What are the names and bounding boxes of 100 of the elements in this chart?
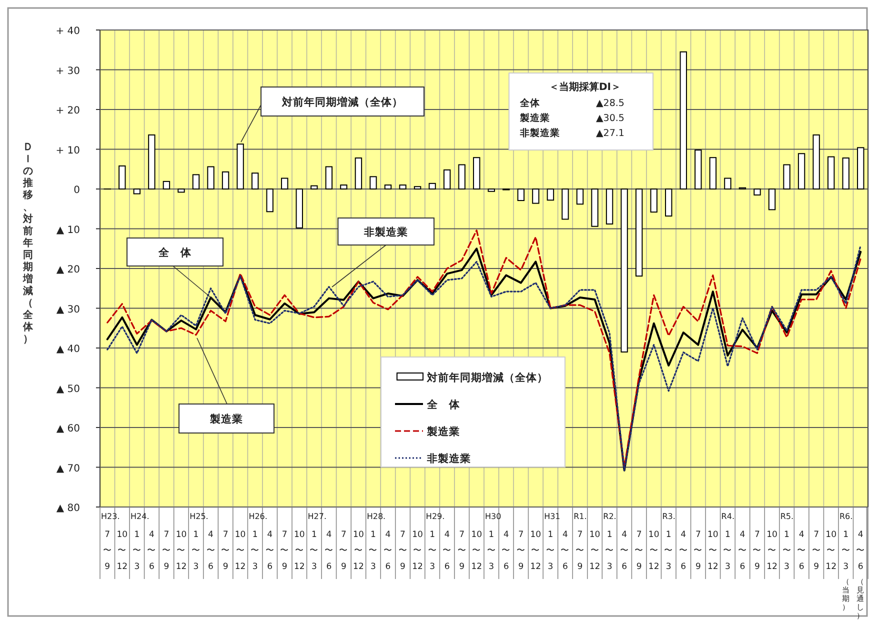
bar xyxy=(576,188,584,205)
bar xyxy=(680,51,687,190)
x-tick-label: 7 〜 9 xyxy=(398,530,408,572)
bar xyxy=(812,134,820,190)
x-tick-label: 10 〜 12 xyxy=(648,530,660,572)
bar xyxy=(724,178,732,190)
bar xyxy=(665,188,672,217)
x-tick-label: H31 1 〜 3 xyxy=(544,512,560,572)
y-tick-label: ▲ 40 xyxy=(56,344,80,355)
x-tick-label: 4 〜 6 xyxy=(738,530,747,572)
x-tick-label: 4 〜 6 xyxy=(560,530,570,572)
y-tick-label: ▲ 20 xyxy=(56,264,80,276)
x-tick-label: 10 〜 12 xyxy=(176,530,187,572)
x-tick-label: 10 〜 12 xyxy=(116,530,128,572)
bar xyxy=(340,184,348,190)
y-tick-label: + 10 xyxy=(56,145,80,156)
annotation: ▲30.5 xyxy=(596,113,624,124)
bar xyxy=(754,188,761,196)
bar xyxy=(296,188,303,228)
x-tick-label: 4 〜 6 xyxy=(324,530,334,572)
y-tick-label: + 20 xyxy=(56,106,80,116)
legend-label: 製造業 xyxy=(426,425,460,438)
x-tick-label: R4. 1 〜 3 xyxy=(721,512,735,572)
x-tick-label: R5. 1 〜 3 xyxy=(780,512,794,572)
y-tick-label: ▲ 80 xyxy=(56,503,80,514)
x-tick-label: H24. 1 〜 3 xyxy=(130,512,150,572)
legend-label: 全 体 xyxy=(426,398,461,411)
x-tick-label: 10 〜 12 xyxy=(353,530,364,572)
bar xyxy=(562,188,569,220)
bar xyxy=(798,153,806,190)
x-tick-label: 4 〜 6 xyxy=(678,530,688,572)
x-tick-label: H29. 1 〜 3 xyxy=(426,512,445,572)
annotation: 製造業 xyxy=(519,112,550,124)
bar xyxy=(384,184,392,190)
x-tick-label: 4 〜 6 xyxy=(206,530,216,572)
x-tick-label: 7 〜 9 xyxy=(516,530,526,572)
bar xyxy=(118,165,126,190)
bar xyxy=(694,150,702,190)
bar xyxy=(428,182,436,190)
bar xyxy=(532,188,540,204)
annotation: ＜当期採算DI＞ xyxy=(548,81,622,93)
bar xyxy=(488,188,495,192)
y-tick-label: + 30 xyxy=(56,66,80,77)
x-tick-label: 4 〜 6 xyxy=(265,530,274,572)
bar xyxy=(635,188,643,277)
x-tick-label: 7 〜 9 xyxy=(752,530,762,572)
x-tick-label: 10 〜 12 xyxy=(589,530,600,572)
bar xyxy=(591,188,598,227)
x-tick-label: 10 〜 12 xyxy=(530,530,542,572)
x-tick-label: 10 〜 12 xyxy=(412,530,423,572)
x-tick-label: H26. 1 〜 3 xyxy=(248,512,268,572)
x-tick-label: 4 〜 6 xyxy=(442,530,452,572)
x-tick-label: 10 〜 12 xyxy=(234,530,246,572)
x-tick-label: 7 〜 9 xyxy=(162,530,171,572)
y-tick-label: ▲ 30 xyxy=(56,304,80,316)
bar xyxy=(783,164,790,190)
bar xyxy=(310,185,318,190)
x-tick-label: H27. 1 〜 3 xyxy=(308,512,327,572)
annotation: ▲28.5 xyxy=(596,98,624,109)
bar xyxy=(606,188,614,224)
x-tick-label: 7 〜 9 xyxy=(339,530,348,572)
bar xyxy=(148,134,156,190)
x-tick-label: R6. 1 〜 3 xyxy=(839,512,853,572)
y-tick-label: ▲ 10 xyxy=(56,224,80,236)
x-tick-label: 7 〜 9 xyxy=(457,530,466,572)
bar xyxy=(192,174,200,190)
annotation: 全体 xyxy=(519,97,541,109)
x-tick-label: 4 〜 6 xyxy=(147,530,156,572)
x-tick-label: 4 〜 6 xyxy=(502,530,511,572)
x-tick-label: R1. 7 〜 9 xyxy=(574,512,587,572)
x-tick-label: H28. 1 〜 3 xyxy=(366,512,386,572)
x-tick-label: 4 〜 6 xyxy=(620,530,629,572)
y-tick-label: ▲ 50 xyxy=(56,384,80,395)
x-tick-label: 10 〜 12 xyxy=(826,530,836,572)
bar xyxy=(443,169,451,190)
x-tick-label: 7 〜 9 xyxy=(280,530,290,572)
x-tick-label: 10 〜 12 xyxy=(471,530,482,572)
bar xyxy=(178,188,185,193)
bar xyxy=(827,156,835,190)
x-tick-label: 10 〜 12 xyxy=(766,530,778,572)
x-tick-label: 4 〜 6 xyxy=(797,530,806,572)
x-tick-label: 4 〜 6 xyxy=(856,530,866,572)
x-tick-label: H25. 1 〜 3 xyxy=(190,512,208,572)
text: ＤＩの推移、対前年同期増減（全体） xyxy=(23,142,33,345)
bar xyxy=(266,188,274,212)
bar xyxy=(399,184,406,190)
bar xyxy=(458,164,466,190)
bar xyxy=(370,176,377,190)
x-tick-label: 10 〜 12 xyxy=(708,530,718,572)
bar xyxy=(620,188,628,352)
bar xyxy=(281,178,288,190)
bar xyxy=(857,147,864,190)
bar xyxy=(222,171,230,190)
x-tick-label: R2. 1 〜 3 xyxy=(603,512,616,572)
bar xyxy=(207,166,214,190)
bar xyxy=(133,188,141,194)
bar xyxy=(517,188,525,202)
bar xyxy=(650,188,658,213)
x-tick-label: 4 〜 6 xyxy=(384,530,392,572)
legend-label: 非製造業 xyxy=(426,452,471,465)
